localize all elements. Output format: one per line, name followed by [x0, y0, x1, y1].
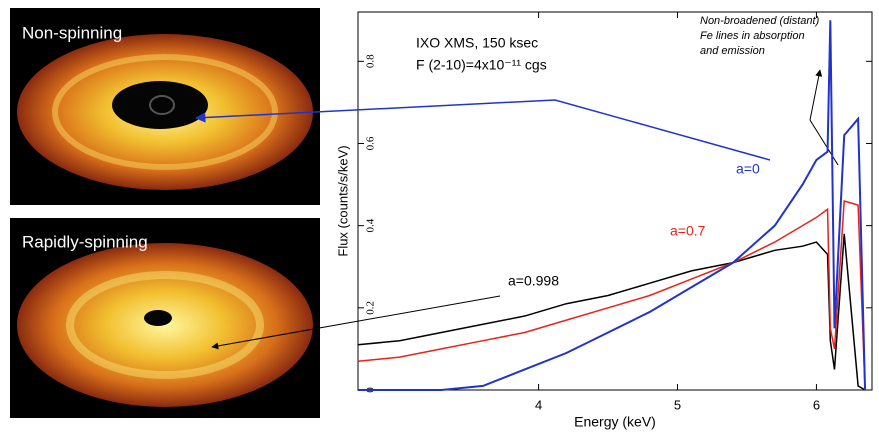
y-tick-label: 0.8 [365, 54, 377, 68]
series-line [357, 233, 866, 391]
x-tick-label: 4 [535, 397, 542, 412]
y-tick-label: 0.2 [365, 301, 377, 315]
pointer-arrow [809, 119, 839, 166]
y-axis-label: Flux (counts/s/keV) [335, 145, 350, 256]
disk [17, 243, 313, 407]
disk-hole [112, 81, 208, 129]
series-label: a=0.998 [508, 273, 559, 289]
pointer-arrow [211, 295, 501, 350]
x-axis-label: Energy (keV) [574, 414, 656, 430]
annotation: F (2-10)=4x10⁻¹¹ cgs [416, 57, 547, 73]
series-label: a=0.7 [670, 223, 706, 239]
annotation: IXO XMS, 150 ksec [416, 35, 538, 51]
series-line [358, 20, 867, 391]
disk-swirl [52, 54, 278, 170]
annotation-box: Non-broadened (distant) Fe lines in abso… [700, 15, 820, 57]
series-label: a=0 [736, 161, 760, 177]
disk-horizon [149, 95, 175, 115]
pointer-arrow [809, 69, 823, 121]
pointer-arrow [194, 99, 771, 161]
disk-swirl [66, 271, 264, 379]
y-tick-label: 0.6 [365, 136, 377, 150]
x-tick-label: 6 [813, 397, 820, 412]
series-line [357, 200, 866, 391]
annotation: Non-broadened (distant) Fe lines in abso… [700, 15, 820, 57]
panel-label: Rapidly-spinning [22, 232, 148, 251]
y-tick-label: 0.4 [365, 218, 377, 232]
disk-hole [144, 310, 172, 326]
x-tick-label: 5 [674, 397, 681, 412]
panel-label: Non-spinning [22, 23, 122, 42]
plot-frame [357, 11, 873, 391]
